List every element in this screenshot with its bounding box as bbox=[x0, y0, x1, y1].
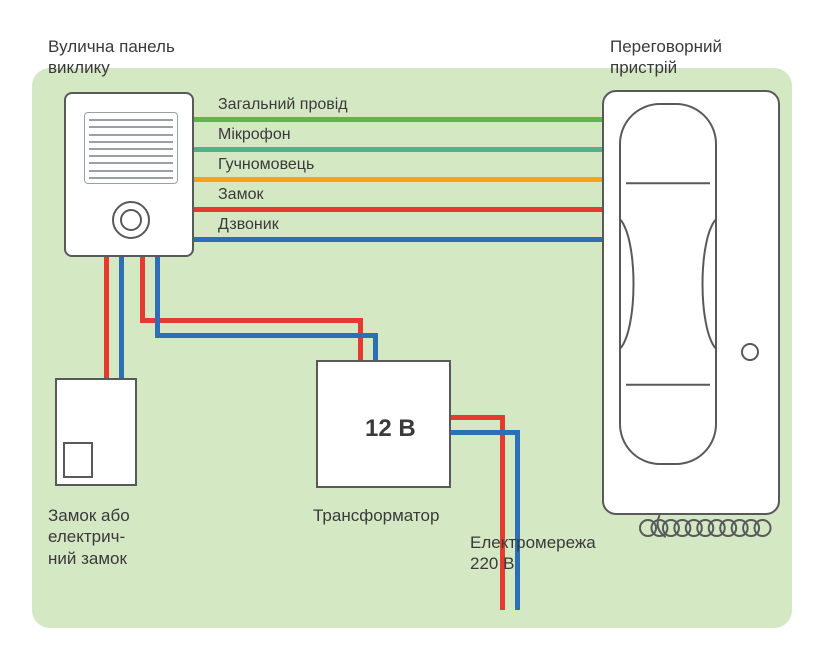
wire-panel-trafo-red-v2 bbox=[358, 318, 363, 360]
handset-receiver-icon bbox=[604, 92, 782, 517]
wire-lock bbox=[194, 207, 602, 212]
wire-panel-lock-blue bbox=[119, 257, 124, 378]
wire-panel-trafo-blue-v2 bbox=[373, 333, 378, 360]
label-lock: Замок або електрич- ний замок bbox=[48, 505, 130, 569]
label-transformer: Трансформатор bbox=[313, 505, 439, 526]
lock-latch bbox=[63, 442, 93, 478]
label-mains: Електромережа 220 В bbox=[470, 532, 596, 575]
wire-panel-trafo-blue-h bbox=[155, 333, 378, 338]
wire-label-mic: Мікрофон bbox=[218, 126, 291, 144]
wire-label-lock_w: Замок bbox=[218, 186, 263, 204]
wire-panel-trafo-red-v1 bbox=[140, 257, 145, 323]
wire-label-bell: Дзвоник bbox=[218, 216, 279, 234]
outdoor-panel bbox=[64, 92, 194, 257]
wire-trafo-mains-red-h bbox=[451, 415, 505, 420]
wire-trafo-mains-blue-v bbox=[515, 430, 520, 610]
label-transformer-voltage: 12 В bbox=[365, 414, 416, 444]
wire-panel-lock-red bbox=[104, 257, 109, 378]
handset-base bbox=[602, 90, 780, 515]
wire-panel-trafo-red-h bbox=[140, 318, 363, 323]
wire-trafo-mains-red-v bbox=[500, 415, 505, 610]
wire-common bbox=[194, 117, 602, 122]
wire-bell bbox=[194, 237, 602, 242]
label-handset: Переговорний пристрій bbox=[610, 36, 722, 79]
wire-panel-trafo-blue-v1 bbox=[155, 257, 160, 338]
wire-trafo-mains-blue-h bbox=[451, 430, 520, 435]
wire-label-common: Загальний провід bbox=[218, 96, 348, 114]
call-button-icon bbox=[66, 94, 196, 259]
label-outdoor-panel: Вулична панель виклику bbox=[48, 36, 175, 79]
wire-mic bbox=[194, 147, 602, 152]
lock-box bbox=[55, 378, 137, 486]
wire-label-speaker: Гучномовець bbox=[218, 156, 314, 174]
wire-speaker bbox=[194, 177, 602, 182]
